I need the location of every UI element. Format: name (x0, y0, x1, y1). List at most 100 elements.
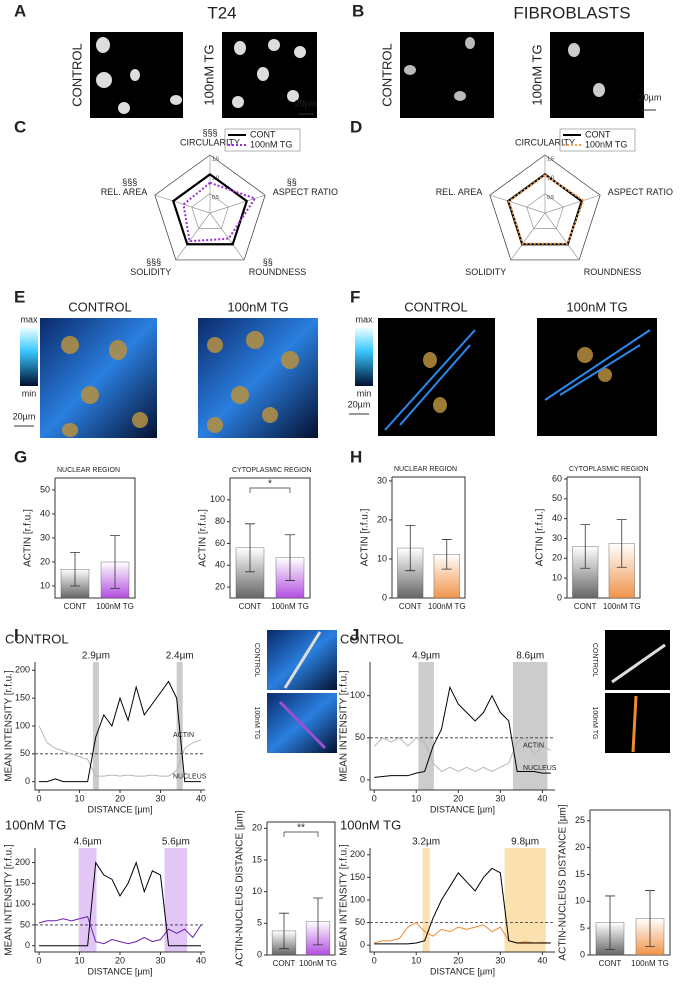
axis (391, 476, 466, 599)
y-tick-label: 80 (215, 516, 225, 526)
y-tick-label: 40 (40, 508, 50, 518)
micrograph (550, 32, 644, 118)
y-tick-label: 150 (15, 693, 30, 703)
significance: §§ (263, 257, 273, 267)
y-axis-label: MEAN INTENSITY [r.f.u.] (4, 844, 15, 956)
r-tick-label: 1,5 (212, 156, 219, 162)
scale-label: 20µm (13, 411, 36, 421)
x-tick-label: 0 (37, 955, 42, 965)
panel-letter: B (352, 1, 364, 20)
line-series (38, 916, 202, 945)
significance: * (268, 479, 272, 490)
x-tick-label: 40 (196, 793, 206, 803)
x-axis-label: DISTANCE [µm] (87, 966, 152, 976)
y-tick-label: 60 (552, 473, 562, 483)
panel-letter: D (350, 117, 362, 136)
region-label: 4.9µm (412, 651, 440, 662)
y-tick-label: 40 (215, 560, 225, 570)
axis-label: SOLIDITY (465, 267, 506, 277)
y-axis-label: ACTIN-NUCLEUS DISTANCE [µm] (558, 804, 569, 960)
error-bar (70, 552, 80, 587)
x-tick-label: 10 (75, 955, 85, 965)
axis (589, 809, 671, 956)
legend-label: 100nM TG (585, 139, 627, 149)
y-tick-label: 200 (15, 857, 30, 867)
scale-label: 20µm (348, 399, 371, 409)
image-label: CONTROL (253, 643, 260, 677)
x-tick-label: 10 (411, 793, 421, 803)
axis (34, 662, 205, 791)
series-label: NUCLEUS (173, 773, 207, 780)
error-bar (313, 897, 323, 946)
y-tick-label: 100 (15, 720, 30, 730)
image-label: CONTROL (404, 299, 468, 314)
y-tick-label: 0 (557, 592, 562, 602)
y-tick-label: 50 (355, 917, 365, 927)
y-tick-label: 0 (25, 776, 30, 786)
y-tick-label: 50 (20, 748, 30, 758)
x-tick-label: CONT (273, 959, 296, 968)
x-tick-label: 30 (495, 955, 505, 965)
x-tick-label: 20 (115, 955, 125, 965)
y-axis-label: MEAN INTENSITY [r.f.u.] (339, 670, 350, 782)
y-tick-label: 5 (580, 923, 585, 933)
error-bar (279, 912, 289, 950)
y-tick-label: 30 (552, 533, 562, 543)
significance: ** (297, 823, 305, 834)
region-label: 8.6µm (516, 651, 544, 662)
axis-spoke (544, 194, 601, 214)
image-label: 100nM TG (591, 707, 598, 740)
y-tick-label: 20 (552, 553, 562, 563)
y-tick-label: 50 (552, 493, 562, 503)
x-tick-label: 20 (115, 793, 125, 803)
axis-spoke (154, 194, 211, 214)
y-tick-label: 0 (382, 592, 387, 602)
error-bar (441, 539, 452, 570)
axis-label: ROUNDNESS (249, 267, 307, 277)
x-axis-label: DISTANCE [µm] (430, 804, 495, 814)
x-tick-label: 30 (155, 955, 165, 965)
colorbar-label: max (20, 314, 38, 324)
chart-title: CYTOPLASMIC REGION (569, 466, 649, 473)
chart-title: CONTROL (340, 631, 404, 646)
panel-letter: E (14, 287, 25, 306)
y-tick-label: 150 (350, 872, 365, 882)
x-tick-label: 10 (411, 955, 421, 965)
y-tick-label: 20 (575, 842, 585, 852)
y-tick-label: 10 (377, 553, 387, 563)
axis-spoke (175, 212, 211, 261)
y-tick-label: 30 (40, 532, 50, 542)
y-tick-label: 0 (257, 949, 262, 959)
region (92, 662, 99, 790)
image-label: CONTROL (379, 43, 394, 107)
colorbar-label: max (355, 314, 373, 324)
line-series (374, 921, 551, 944)
region (418, 662, 434, 790)
y-tick-label: 10 (252, 886, 262, 896)
significance: §§§ (202, 127, 217, 137)
x-tick-label: 40 (537, 955, 547, 965)
y-tick-label: 50 (20, 919, 30, 929)
y-tick-label: 40 (552, 513, 562, 523)
x-tick-label: 100nM TG (631, 959, 669, 968)
region-label: 2.4µm (166, 651, 194, 662)
x-tick-label: 0 (372, 793, 377, 803)
image-label: 100nM TG (201, 44, 216, 105)
x-tick-label: 0 (37, 793, 42, 803)
region-label: 4.6µm (74, 837, 102, 848)
y-tick-label: 20 (215, 581, 225, 591)
line-series (374, 685, 551, 778)
panel-letter: G (14, 447, 27, 466)
region (422, 848, 430, 952)
series-label: NUCLEUS (523, 765, 557, 772)
y-tick-label: 25 (575, 815, 585, 825)
series-label: ACTIN (173, 732, 194, 739)
error-bar (405, 525, 416, 572)
axis (34, 848, 205, 953)
panel-letter: J (350, 625, 359, 644)
y-tick-label: 20 (377, 514, 387, 524)
x-tick-label: 30 (155, 793, 165, 803)
region (78, 848, 97, 952)
region (164, 848, 188, 952)
image-label: 100nM TG (253, 707, 260, 740)
